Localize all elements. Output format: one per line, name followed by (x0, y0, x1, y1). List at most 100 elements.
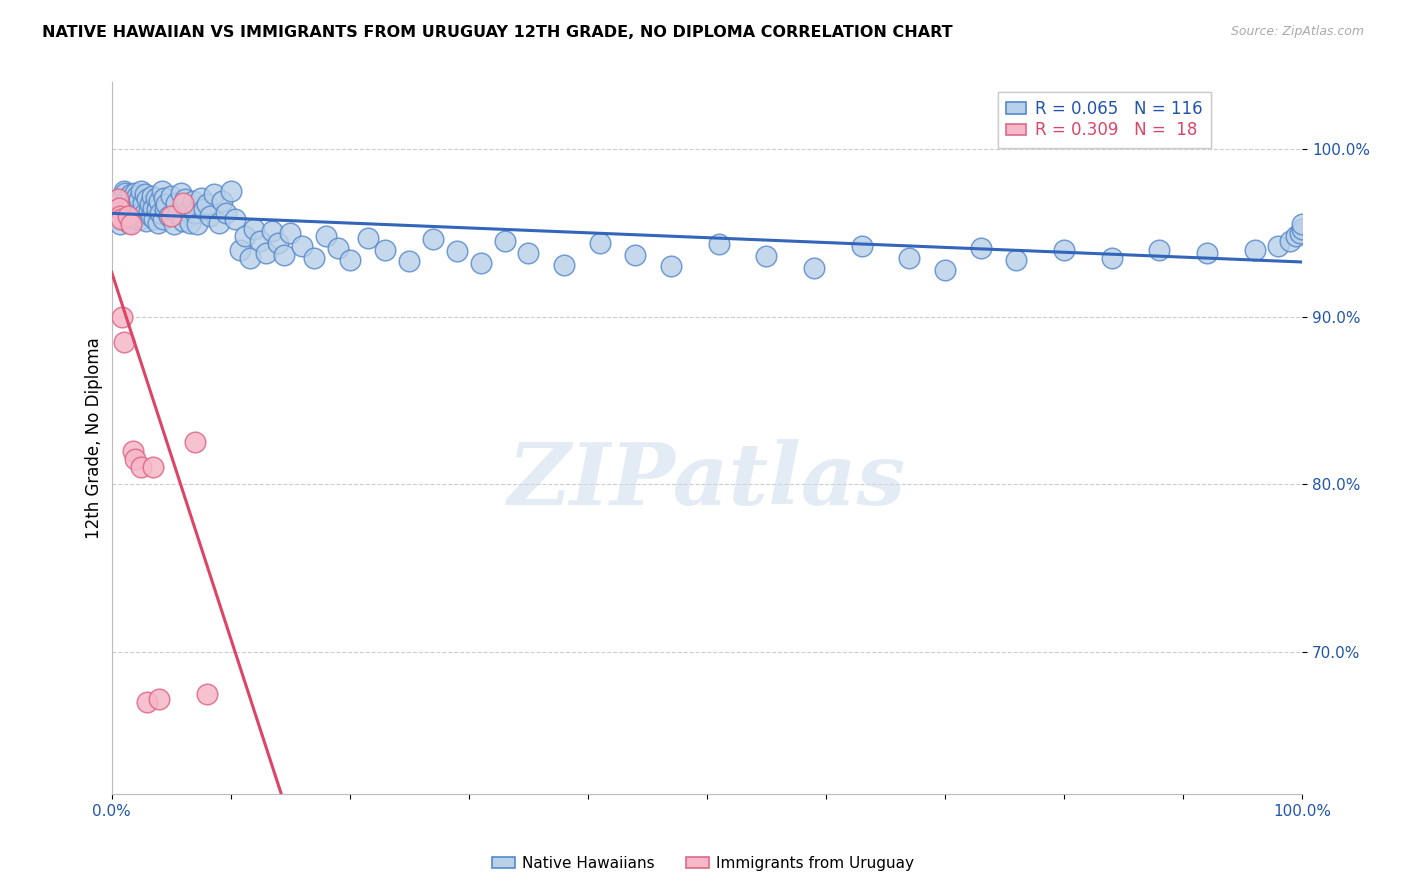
Point (190, 190, 212, 204)
Point (124, 452, 146, 467)
Point (1243, 243, 1265, 257)
Point (186, 218, 208, 232)
Point (172, 214, 194, 228)
Point (219, 184, 242, 198)
Point (131, 212, 153, 227)
Point (112, 195, 135, 210)
Point (117, 209, 139, 223)
Point (114, 186, 136, 200)
Point (267, 235, 290, 250)
Point (239, 251, 262, 265)
Point (120, 187, 142, 202)
Point (107, 201, 129, 215)
Point (184, 205, 207, 219)
Point (707, 237, 730, 252)
Point (167, 207, 190, 221)
Point (145, 190, 167, 204)
Point (160, 189, 183, 203)
Legend: Native Hawaiians, Immigrants from Uruguay: Native Hawaiians, Immigrants from Urugua… (485, 850, 921, 877)
Point (107, 209, 129, 223)
Point (181, 194, 204, 208)
Point (127, 202, 149, 217)
Point (851, 239, 873, 253)
Point (1149, 243, 1171, 257)
Point (184, 435, 207, 450)
Point (470, 256, 492, 270)
Point (179, 216, 201, 230)
Point (249, 234, 271, 248)
Point (243, 222, 266, 236)
Point (152, 212, 174, 227)
Point (129, 205, 152, 219)
Point (211, 194, 233, 208)
Point (659, 260, 682, 274)
Point (162, 218, 184, 232)
Point (112, 334, 135, 349)
Text: ZIPatlas: ZIPatlas (508, 439, 905, 523)
Point (1288, 226, 1310, 240)
Point (124, 212, 146, 227)
Point (517, 245, 540, 260)
Point (494, 234, 516, 248)
Point (131, 460, 153, 475)
Point (124, 186, 146, 200)
Point (131, 184, 153, 198)
Point (1279, 234, 1302, 248)
Point (122, 443, 145, 458)
Point (136, 695, 159, 709)
Point (117, 204, 139, 219)
Point (108, 218, 131, 232)
Point (193, 202, 215, 217)
Point (155, 197, 177, 211)
Point (200, 209, 222, 223)
Point (278, 226, 301, 240)
Point (138, 204, 160, 219)
Point (108, 209, 131, 223)
Point (120, 218, 142, 232)
Point (118, 216, 141, 230)
Point (150, 184, 173, 198)
Point (315, 229, 337, 244)
Point (553, 258, 575, 272)
Point (233, 229, 256, 244)
Point (122, 197, 145, 211)
Point (111, 201, 134, 215)
Point (1005, 252, 1028, 267)
Point (148, 194, 170, 208)
Point (803, 260, 825, 275)
Point (1267, 239, 1289, 253)
Point (374, 243, 396, 257)
Point (170, 186, 193, 200)
Point (1291, 222, 1313, 236)
Point (970, 241, 993, 255)
Point (122, 207, 145, 221)
Point (195, 197, 218, 211)
Point (107, 212, 129, 227)
Point (139, 209, 162, 223)
Point (141, 189, 163, 203)
Point (135, 214, 157, 228)
Y-axis label: 12th Grade, No Diploma: 12th Grade, No Diploma (86, 337, 103, 539)
Point (148, 691, 170, 706)
Point (326, 241, 349, 255)
Point (138, 197, 160, 211)
Text: NATIVE HAWAIIAN VS IMMIGRANTS FROM URUGUAY 12TH GRADE, NO DIPLOMA CORRELATION CH: NATIVE HAWAIIAN VS IMMIGRANTS FROM URUGU… (42, 25, 953, 40)
Point (1285, 229, 1308, 244)
Point (153, 190, 176, 204)
Point (202, 187, 225, 202)
Point (302, 251, 325, 265)
Point (291, 239, 314, 253)
Point (172, 195, 194, 210)
Point (112, 205, 135, 219)
Point (208, 216, 231, 230)
Point (398, 254, 420, 268)
Point (446, 244, 468, 259)
Point (165, 195, 187, 210)
Point (110, 212, 132, 227)
Point (146, 202, 169, 217)
Point (1195, 245, 1218, 260)
Point (111, 310, 134, 324)
Point (898, 251, 921, 265)
Point (136, 192, 159, 206)
Point (160, 209, 183, 223)
